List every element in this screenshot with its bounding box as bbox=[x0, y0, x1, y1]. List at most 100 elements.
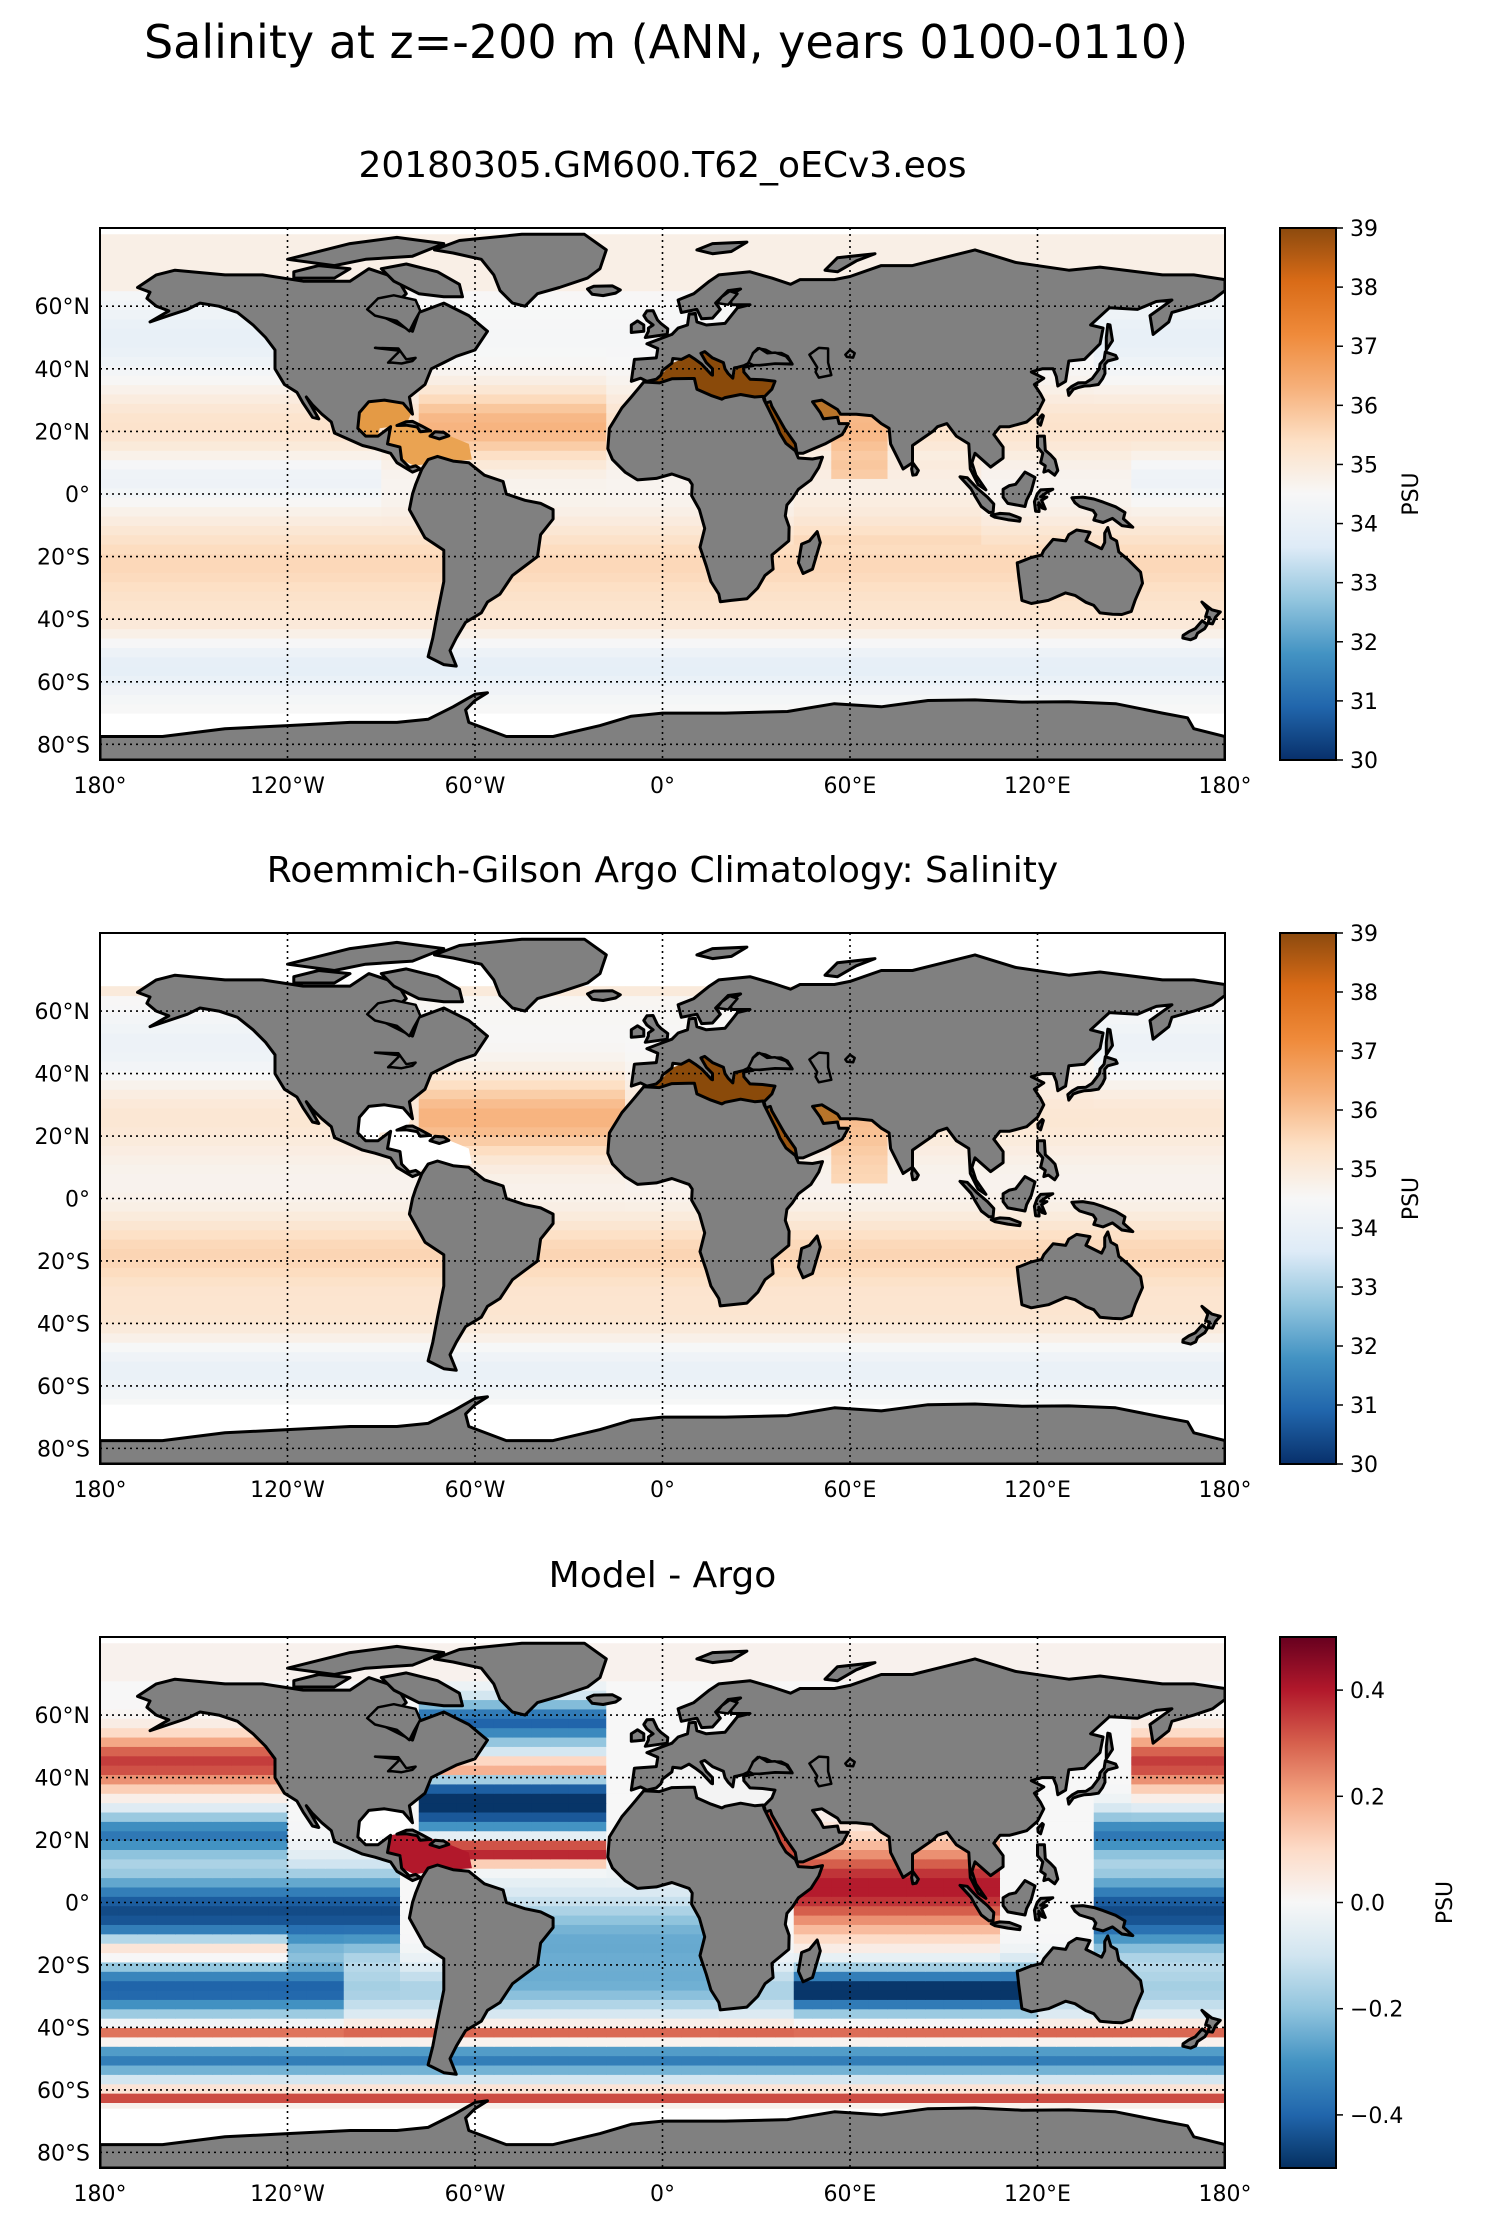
field-cell bbox=[718, 1370, 739, 1381]
field-cell bbox=[531, 1248, 551, 1259]
field-cell bbox=[1000, 1304, 1020, 1315]
field-cell bbox=[381, 1360, 401, 1371]
field-cell bbox=[1056, 393, 1076, 404]
field-cell bbox=[118, 1342, 139, 1353]
field-cell bbox=[887, 1267, 907, 1278]
field-cell bbox=[587, 375, 607, 386]
field-cell bbox=[1075, 1304, 1095, 1315]
field-cell bbox=[231, 393, 251, 404]
field-cell bbox=[1018, 1304, 1039, 1315]
field-cell bbox=[587, 1201, 607, 1212]
field-cell bbox=[287, 1136, 307, 1146]
field-cell bbox=[943, 1154, 964, 1165]
field-cell bbox=[1037, 243, 1057, 254]
field-cell bbox=[493, 619, 514, 630]
field-cell bbox=[1037, 1389, 1057, 1400]
field-cell bbox=[343, 468, 364, 479]
field-cell bbox=[1168, 1173, 1189, 1184]
field-cell bbox=[343, 440, 364, 451]
field-cell bbox=[775, 1370, 795, 1381]
field-cell bbox=[118, 422, 139, 433]
field-cell bbox=[587, 403, 607, 414]
field-cell bbox=[700, 1314, 720, 1325]
field-cell bbox=[718, 1332, 739, 1343]
field-cell bbox=[568, 562, 589, 573]
colorbar-gradient bbox=[1280, 228, 1336, 760]
field-cell bbox=[418, 1276, 439, 1287]
field-cell bbox=[1037, 675, 1057, 686]
field-cell bbox=[1075, 1398, 1095, 1409]
field-cell bbox=[587, 525, 607, 536]
field-cell bbox=[231, 1201, 251, 1212]
field-cell bbox=[362, 459, 382, 470]
field-cell bbox=[100, 271, 120, 282]
field-cell bbox=[306, 1201, 326, 1212]
field-cell bbox=[268, 1351, 289, 1362]
field-cell bbox=[775, 591, 795, 601]
field-cell bbox=[100, 422, 120, 433]
field-cell bbox=[100, 497, 120, 508]
field-cell bbox=[1206, 422, 1225, 433]
field-cell bbox=[1187, 600, 1207, 611]
field-cell bbox=[1206, 328, 1225, 339]
field-cell bbox=[268, 534, 289, 545]
field-cell bbox=[343, 684, 364, 695]
field-cell bbox=[587, 1164, 607, 1175]
field-cell bbox=[343, 1276, 364, 1287]
field-cell bbox=[1037, 468, 1057, 479]
field-cell bbox=[1112, 1379, 1132, 1390]
field-cell bbox=[606, 356, 626, 367]
field-cell bbox=[775, 600, 795, 611]
field-cell bbox=[606, 253, 626, 264]
field-cell bbox=[1168, 591, 1189, 601]
field-cell bbox=[250, 562, 270, 573]
field-cell bbox=[681, 1201, 701, 1212]
field-cell bbox=[587, 356, 607, 367]
field-cell bbox=[268, 637, 289, 648]
field-cell bbox=[850, 647, 870, 658]
field-cell bbox=[962, 1220, 982, 1231]
field-cell bbox=[531, 309, 551, 320]
field-cell bbox=[118, 1389, 139, 1400]
field-cell bbox=[418, 412, 439, 423]
field-cell bbox=[1056, 628, 1076, 639]
field-cell bbox=[831, 1229, 851, 1240]
field-cell bbox=[381, 1285, 401, 1296]
field-cell bbox=[437, 666, 457, 677]
field-cell bbox=[1150, 1201, 1170, 1212]
field-cell bbox=[606, 337, 626, 348]
field-cell bbox=[962, 553, 982, 564]
field-cell bbox=[718, 1314, 739, 1325]
field-cell bbox=[568, 619, 589, 630]
field-cell bbox=[212, 1342, 232, 1353]
field-cell bbox=[1075, 656, 1095, 667]
field-cell bbox=[1150, 647, 1170, 658]
field-cell bbox=[231, 253, 251, 264]
field-cell bbox=[287, 1192, 307, 1203]
field-cell bbox=[793, 572, 814, 583]
field-cell bbox=[550, 440, 570, 451]
field-cell bbox=[1037, 525, 1057, 536]
field-cell bbox=[325, 1173, 345, 1184]
field-cell bbox=[212, 440, 232, 451]
field-cell bbox=[775, 637, 795, 648]
field-cell bbox=[1150, 459, 1170, 470]
field-cell bbox=[306, 1295, 326, 1306]
field-cell bbox=[156, 1295, 176, 1306]
field-cell bbox=[943, 459, 964, 470]
field-cell bbox=[1075, 1154, 1095, 1165]
field-cell bbox=[456, 365, 476, 376]
field-cell bbox=[1187, 637, 1207, 648]
field-cell bbox=[1168, 553, 1189, 564]
field-cell bbox=[531, 666, 551, 677]
field-cell bbox=[400, 675, 420, 686]
field-cell bbox=[962, 1360, 982, 1371]
field-cell bbox=[775, 675, 795, 686]
field-cell bbox=[325, 1342, 345, 1353]
field-cell bbox=[1131, 1136, 1151, 1146]
field-cell bbox=[212, 1136, 232, 1146]
field-cell bbox=[887, 459, 907, 470]
field-cell bbox=[362, 497, 382, 508]
field-cell bbox=[456, 647, 476, 658]
field-cell bbox=[325, 1332, 345, 1343]
